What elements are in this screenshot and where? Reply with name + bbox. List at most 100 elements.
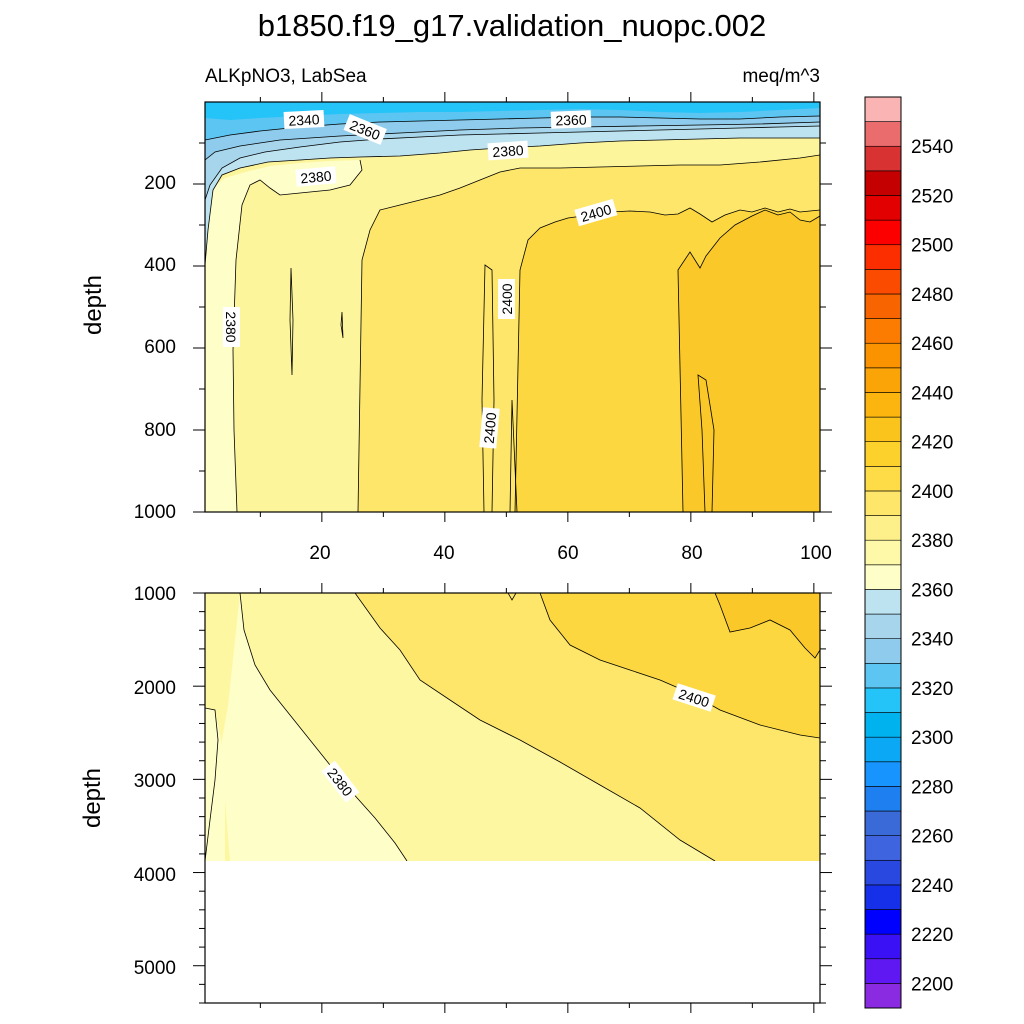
variable-label: ALKpNO3, LabSea <box>205 66 367 87</box>
colorbar-swatch <box>864 539 902 566</box>
colorbar-label: 2440 <box>911 383 953 404</box>
colorbar-label: 2280 <box>911 777 953 798</box>
contour-line-2360 <box>205 137 820 266</box>
colorbar-swatch <box>864 712 902 738</box>
contour-line-island-2 <box>340 311 344 339</box>
upper-xtick-label: 20 <box>309 543 330 564</box>
lower-axis-ticks <box>193 583 832 1013</box>
colorbar-swatch <box>864 490 902 516</box>
contour-line-2390-lower <box>354 593 716 862</box>
colorbar-swatch <box>864 761 902 787</box>
upper-ylabel: depth <box>80 275 107 335</box>
colorbar-label: 2200 <box>911 974 953 995</box>
upper-xtick-label: 80 <box>681 543 702 564</box>
clabel-2360-b: 2360 <box>550 110 592 129</box>
contour-line-island-1 <box>289 267 294 376</box>
fill-band-2370-2380 <box>205 160 362 512</box>
colorbar-frame <box>864 96 902 1009</box>
colorbar-label: 2240 <box>911 876 953 897</box>
colorbar-swatch <box>864 342 902 369</box>
clabel-text: 2400 <box>499 283 515 314</box>
colorbar-swatch <box>864 662 902 689</box>
colorbar-label: 2340 <box>911 630 953 651</box>
fill-band-2360-2370 <box>205 102 820 265</box>
colorbar-label: 2400 <box>911 482 953 503</box>
colorbar-swatch <box>864 269 902 295</box>
clabel-text: 2340 <box>288 111 320 129</box>
colorbar-label: 2420 <box>911 433 953 454</box>
colorbar-swatch <box>864 170 902 196</box>
upper-ytick-label: 800 <box>144 420 176 441</box>
colorbar-swatch <box>864 933 902 960</box>
lower-ytick-label: 5000 <box>134 958 176 979</box>
colorbar-swatch <box>864 416 902 443</box>
upper-xtick-label: 40 <box>433 543 454 564</box>
colorbar-swatch <box>864 613 902 639</box>
colorbar-swatch <box>864 441 902 467</box>
upper-contour-lines <box>205 115 820 512</box>
colorbar-label: 2260 <box>911 827 953 848</box>
clabel-text: 2380 <box>492 142 524 160</box>
contour-line-island-3 <box>481 264 495 512</box>
clabel-2400-b: 2400 <box>498 279 515 319</box>
lower-blank-region <box>205 861 820 1003</box>
colorbar-label: 2520 <box>911 186 953 207</box>
colorbar-label: 2380 <box>911 531 953 552</box>
colorbar-swatch <box>864 195 902 221</box>
fill-band-2370-2380 <box>222 593 407 861</box>
clabel-text: 2380 <box>300 168 333 187</box>
upper-xtick-label: 60 <box>557 543 578 564</box>
lower-contour-lines <box>205 593 820 862</box>
contour-line-island-5 <box>697 374 715 512</box>
colorbar-label: 2220 <box>911 925 953 946</box>
clabel-text: 2360 <box>555 111 587 128</box>
upper-ytick-label: 400 <box>144 255 176 276</box>
lower-contour-fills <box>205 593 820 1003</box>
colorbar-swatch <box>864 589 902 615</box>
colorbar-swatch <box>864 515 902 541</box>
colorbar-label: 2320 <box>911 679 953 700</box>
colorbar-label: 2500 <box>911 236 953 257</box>
lower-ytick-label: 3000 <box>134 771 176 792</box>
colorbar-swatch <box>864 958 902 984</box>
contour-line-island-4 <box>509 399 518 512</box>
colorbar-swatch <box>864 367 902 393</box>
colorbar-swatch <box>864 810 902 836</box>
colorbar-swatch <box>864 96 902 122</box>
clabel-2340: 2340 <box>283 109 325 130</box>
lower-ylabel: depth <box>79 768 106 828</box>
colorbar-label: 2360 <box>911 580 953 601</box>
colorbar-swatch <box>864 859 902 886</box>
chart-title: b1850.f19_g17.validation_nuopc.002 <box>258 8 767 43</box>
upper-contour-labels: 2340 2360 2360 2380 2380 2400 <box>223 109 618 449</box>
colorbar-swatch <box>864 466 902 492</box>
colorbar-swatch <box>864 909 902 935</box>
contour-line-2340 <box>205 121 820 161</box>
colorbar-label: 2540 <box>911 137 953 158</box>
upper-panel: 2340 2360 2360 2380 2380 2400 <box>80 92 832 564</box>
lower-panel: 2400 2380 1000 2000 3000 4000 5000 depth <box>79 583 832 1013</box>
upper-ytick-label: 600 <box>144 337 176 358</box>
colorbar-swatch <box>864 121 902 147</box>
clabel-2380-a: 2380 <box>487 140 529 161</box>
colorbar-swatch <box>864 244 902 270</box>
upper-axis-ticks <box>193 92 832 522</box>
contour-line-2410-lower <box>714 593 820 659</box>
contour-line-2400 <box>677 209 820 512</box>
colorbar-swatch <box>864 318 902 344</box>
colorbar-swatch <box>864 638 902 664</box>
contour-line-2380 <box>357 154 820 512</box>
clabel-2380-b: 2380 <box>295 166 337 187</box>
colorbar-swatch <box>864 786 902 812</box>
contour-line-2380-lower-b <box>205 707 219 862</box>
fill-band-2400-2410 <box>540 593 820 738</box>
contour-line-2350 <box>205 125 820 201</box>
colorbar-swatch <box>864 835 902 861</box>
units-label: meq/m^3 <box>742 66 820 87</box>
fill-band-2320-2330 <box>205 102 820 120</box>
fill-band-2410-2420 <box>715 593 820 658</box>
colorbar-swatch <box>864 145 902 172</box>
colorbar-swatch <box>864 219 902 246</box>
clabel-text: 2380 <box>223 311 239 342</box>
